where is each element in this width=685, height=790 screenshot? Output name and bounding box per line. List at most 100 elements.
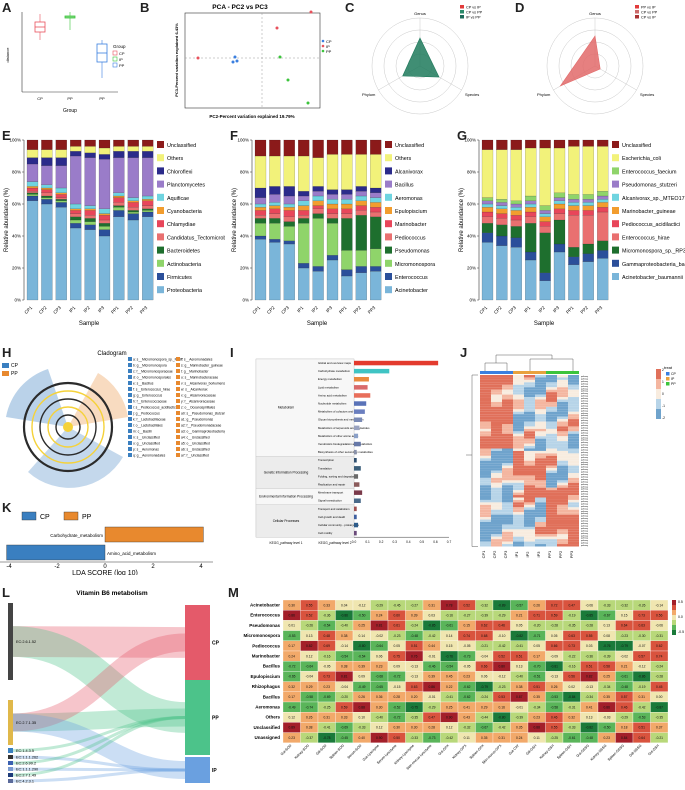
heat-cell bbox=[513, 384, 524, 388]
cell-value: 0.88 bbox=[534, 726, 541, 730]
scale-block bbox=[656, 369, 661, 379]
heat-cell bbox=[535, 482, 546, 486]
heat-cell bbox=[513, 426, 524, 429]
bar-segment bbox=[597, 139, 609, 147]
legend-title: Group bbox=[113, 44, 126, 49]
cell-value: 0.57 bbox=[639, 654, 646, 658]
bar bbox=[354, 401, 367, 406]
bar-segment bbox=[326, 259, 339, 301]
legend-label: Enterococcus_hirae bbox=[622, 235, 670, 241]
heat-cell bbox=[513, 473, 524, 476]
bar-segment bbox=[597, 146, 609, 192]
stacked-bar-chart: 0%20%40%60%80%100%Relative abundance (%)… bbox=[459, 138, 685, 328]
node-label: EC:4.2.3.1 bbox=[16, 780, 34, 784]
heat-cell bbox=[480, 541, 491, 545]
heat-cell bbox=[557, 443, 568, 447]
bar-segment bbox=[341, 194, 353, 200]
heat-cell bbox=[535, 490, 546, 493]
heat-cell bbox=[535, 389, 546, 393]
x-tick-label: PP1 bbox=[338, 305, 348, 315]
legend-swatch bbox=[128, 429, 132, 433]
column-label: Gut-GPX bbox=[437, 743, 450, 756]
legend-swatch bbox=[128, 411, 132, 415]
heat-cell bbox=[546, 377, 557, 380]
bar-segment bbox=[355, 195, 367, 201]
cell-value: 0.21 bbox=[516, 614, 523, 618]
annotation-bar bbox=[557, 371, 568, 374]
bar-segment bbox=[370, 266, 382, 272]
heat-cell bbox=[557, 480, 568, 483]
cell-value: -0.41 bbox=[445, 695, 453, 699]
bar-segment bbox=[597, 199, 609, 203]
legend-swatch bbox=[176, 423, 180, 427]
heat-cell bbox=[568, 524, 579, 527]
legend-swatch bbox=[157, 233, 164, 241]
bar-segment bbox=[142, 205, 154, 209]
heat-cell bbox=[557, 463, 568, 466]
cell-value: -0.61 bbox=[445, 624, 453, 628]
bar-segment bbox=[496, 202, 508, 206]
cell-value: 0.26 bbox=[306, 716, 313, 720]
bar-segment bbox=[539, 210, 551, 214]
cell-value: 0.17 bbox=[289, 695, 296, 699]
row-label: Rhizophagus bbox=[252, 684, 281, 689]
cell-value: -0.57 bbox=[515, 603, 523, 607]
heat-cell bbox=[491, 473, 502, 476]
clade-label: o: g__Unclassified bbox=[133, 442, 160, 446]
tick-label: CP bbox=[37, 96, 43, 101]
legend-swatch bbox=[612, 220, 619, 228]
heat-cell bbox=[524, 507, 535, 510]
heat-cell bbox=[491, 522, 502, 525]
heat-cell bbox=[491, 436, 502, 439]
bar-segment bbox=[312, 195, 324, 201]
bar-segment bbox=[568, 205, 580, 211]
legend-marker bbox=[321, 44, 325, 48]
bar-segment bbox=[553, 147, 566, 193]
cell-value: 0.12 bbox=[289, 716, 296, 720]
legend-swatch bbox=[385, 273, 392, 280]
pathway-label: Translation bbox=[318, 466, 332, 470]
x-tick-label: PP1 bbox=[110, 305, 120, 315]
legend-swatch bbox=[385, 259, 392, 267]
heat-cell bbox=[557, 419, 568, 422]
heat-cell bbox=[557, 519, 568, 522]
legend-swatch bbox=[385, 141, 392, 148]
heat-cell bbox=[480, 497, 491, 500]
heat-cell bbox=[557, 526, 568, 530]
legend-swatch bbox=[128, 393, 132, 397]
heat-cell bbox=[513, 382, 524, 385]
row-label: pathway bbox=[581, 392, 588, 395]
cell-value: -0.82 bbox=[585, 726, 593, 730]
sankey-flow bbox=[11, 626, 186, 733]
heat-cell bbox=[502, 460, 513, 464]
tick-label: PP bbox=[67, 96, 73, 101]
legend-swatch bbox=[635, 5, 639, 9]
bar-segment bbox=[496, 245, 508, 301]
heat-cell bbox=[546, 384, 557, 388]
cell-value: 0.69 bbox=[324, 644, 331, 648]
cell-value: 0.44 bbox=[429, 644, 436, 648]
legend-label: Micromonospora bbox=[395, 262, 435, 268]
legend-swatch bbox=[128, 369, 132, 373]
legend-swatch bbox=[128, 435, 132, 439]
data-point bbox=[196, 56, 200, 60]
heat-cell bbox=[557, 544, 568, 547]
x-tick-label: CP3 bbox=[507, 305, 517, 315]
heat-cell bbox=[546, 504, 557, 508]
heat-cell bbox=[513, 450, 524, 454]
legend-swatch bbox=[385, 220, 392, 228]
legend-label: Others bbox=[395, 156, 411, 162]
bar-segment bbox=[113, 205, 125, 208]
heat-cell bbox=[524, 539, 535, 542]
heat-cell bbox=[557, 509, 568, 513]
row-label: pathway bbox=[581, 424, 588, 427]
bar-segment bbox=[326, 199, 339, 205]
cell-value: 0.36 bbox=[376, 695, 383, 699]
bar-segment bbox=[127, 139, 139, 147]
heat-cell bbox=[502, 485, 513, 488]
cell-value: 0.68 bbox=[481, 634, 488, 638]
heat-cell bbox=[568, 465, 579, 469]
bar-segment bbox=[597, 258, 609, 301]
heat-cell bbox=[480, 519, 491, 522]
